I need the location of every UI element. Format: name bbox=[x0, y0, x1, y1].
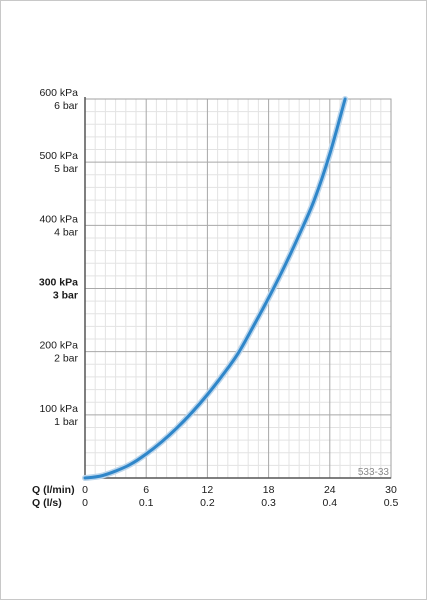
y-tick-label-kpa: 100 kPa bbox=[39, 403, 78, 415]
y-tick-label-bar: 3 bar bbox=[53, 290, 78, 302]
x-tick-label-secondary: 0.1 bbox=[139, 497, 154, 509]
x-tick-label-primary: 0 bbox=[82, 484, 88, 496]
y-tick-label-bar: 2 bar bbox=[54, 353, 78, 365]
y-tick-label-kpa: 200 kPa bbox=[39, 340, 78, 352]
series-layer bbox=[82, 96, 349, 481]
y-tick-label-kpa: 300 kPa bbox=[39, 277, 78, 289]
x-tick-label-secondary: 0 bbox=[82, 497, 88, 509]
x-tick-label-secondary: 0.3 bbox=[261, 497, 276, 509]
y-tick-label-bar: 4 bar bbox=[54, 226, 78, 238]
x-axis-labels: Q (l/min)Q (l/s) 0 6 12 18 24 30 0 0.1 0.2 0.3 0.4 0… bbox=[32, 484, 398, 509]
x-axis-secondary-title: Q (l/s) bbox=[32, 497, 62, 509]
chart-code-label: 533-33 bbox=[358, 467, 390, 478]
y-tick-label-kpa: 500 kPa bbox=[39, 150, 78, 162]
x-tick-label-primary: 24 bbox=[324, 484, 336, 496]
series-line bbox=[83, 97, 347, 480]
x-tick-label-secondary: 0.2 bbox=[200, 497, 215, 509]
x-tick-label-secondary: 0.5 bbox=[384, 497, 399, 509]
y-tick-label-bar: 1 bar bbox=[54, 416, 78, 428]
y-tick-label-bar: 6 bar bbox=[54, 100, 78, 112]
x-tick-label-primary: 12 bbox=[202, 484, 214, 496]
x-tick-label-primary: 6 bbox=[143, 484, 149, 496]
x-tick-label-secondary: 0.4 bbox=[322, 497, 337, 509]
y-tick-label-kpa: 600 kPa bbox=[39, 87, 78, 99]
x-axis-primary-title: Q (l/min) bbox=[32, 484, 75, 496]
y-tick-label-bar: 5 bar bbox=[54, 163, 78, 175]
x-tick-label-primary: 30 bbox=[385, 484, 397, 496]
x-tick-label-primary: 18 bbox=[263, 484, 275, 496]
plot-frame bbox=[84, 97, 392, 479]
y-tick-label-kpa: 400 kPa bbox=[39, 213, 78, 225]
